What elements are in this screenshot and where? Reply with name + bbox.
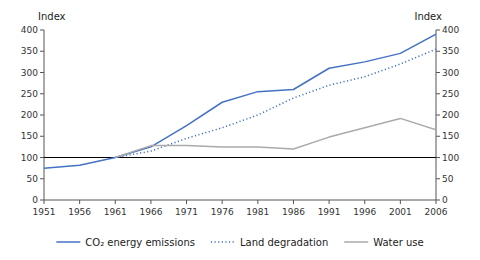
y2-tick	[436, 136, 440, 137]
x-tick	[186, 200, 187, 204]
y2-tick-label: 150	[442, 131, 459, 141]
x-tick	[44, 200, 45, 204]
y-tick	[40, 200, 44, 201]
y-tick-label: 0	[32, 195, 38, 205]
x-tick	[257, 200, 258, 204]
y2-tick-label: 250	[442, 89, 459, 99]
series-line	[44, 34, 436, 168]
plot-area	[44, 34, 436, 168]
x-tick-label: 1991	[318, 207, 341, 217]
x-tick	[364, 200, 365, 204]
y2-tick-label: 400	[442, 25, 459, 35]
y2-tick-label: 0	[442, 195, 448, 205]
x-tick	[293, 200, 294, 204]
legend-label: Water use	[373, 237, 423, 248]
y-tick-label: 300	[21, 68, 38, 78]
x-tick-label: 2001	[389, 207, 412, 217]
y2-tick	[436, 51, 440, 52]
y-tick-label: 150	[21, 131, 38, 141]
y2-tick-label: 50	[442, 174, 454, 184]
chart: 0 50 100 150 200 250 300 350 400 0 50 100 150 200 250 3…	[0, 0, 480, 260]
y2-tick	[436, 72, 440, 73]
y2-tick	[436, 157, 440, 158]
x-tick-label: 1976	[211, 207, 234, 217]
y-tick-label: 50	[27, 174, 39, 184]
y2-tick	[436, 93, 440, 94]
y-tick-label: 400	[21, 25, 38, 35]
y2-axis-label: Index	[414, 11, 442, 22]
y-tick-label: 250	[21, 89, 38, 99]
y-tick	[40, 136, 44, 137]
legend-swatch	[344, 241, 368, 243]
x-tick-label: 1951	[33, 207, 56, 217]
y-tick	[40, 30, 44, 31]
x-axis	[44, 200, 436, 201]
x-tick	[115, 200, 116, 204]
y2-tick-label: 300	[442, 68, 459, 78]
legend-item: Water use	[344, 237, 423, 248]
y-tick-label: 350	[21, 46, 38, 56]
y2-tick-label: 200	[442, 110, 459, 120]
y2-tick	[436, 30, 440, 31]
y2-tick	[436, 178, 440, 179]
series-line	[115, 49, 436, 157]
x-tick	[329, 200, 330, 204]
x-tick	[150, 200, 151, 204]
x-tick	[222, 200, 223, 204]
x-tick-label: 2006	[425, 207, 448, 217]
reference-line	[44, 157, 436, 158]
x-tick-label: 1971	[175, 207, 198, 217]
legend-label: Land degradation	[240, 237, 328, 248]
x-tick-label: 1986	[282, 207, 305, 217]
y2-tick	[436, 115, 440, 116]
y-tick	[40, 178, 44, 179]
series-line	[115, 118, 436, 157]
legend-swatch	[56, 241, 80, 243]
x-tick-label: 1961	[104, 207, 127, 217]
legend-swatch	[211, 241, 235, 243]
legend-item: Land degradation	[211, 237, 328, 248]
y2-tick-label: 350	[442, 46, 459, 56]
y-tick-label: 200	[21, 110, 38, 120]
legend: CO₂ energy emissions Land degradation Wate…	[56, 237, 423, 248]
y2-tick-label: 100	[442, 153, 459, 163]
legend-item: CO₂ energy emissions	[56, 237, 195, 248]
y-tick	[40, 72, 44, 73]
x-tick	[400, 200, 401, 204]
y-axis-label: Index	[38, 11, 66, 22]
x-tick-label: 1996	[353, 207, 376, 217]
x-tick	[79, 200, 80, 204]
legend-label: CO₂ energy emissions	[85, 237, 195, 248]
x-tick-label: 1981	[246, 207, 269, 217]
y-tick	[40, 157, 44, 158]
y-tick	[40, 93, 44, 94]
x-tick-label: 1966	[139, 207, 162, 217]
y2-tick	[436, 200, 440, 201]
y-tick	[40, 51, 44, 52]
y-tick	[40, 115, 44, 116]
y-tick-label: 100	[21, 153, 38, 163]
x-tick-label: 1956	[68, 207, 91, 217]
x-tick	[436, 200, 437, 204]
